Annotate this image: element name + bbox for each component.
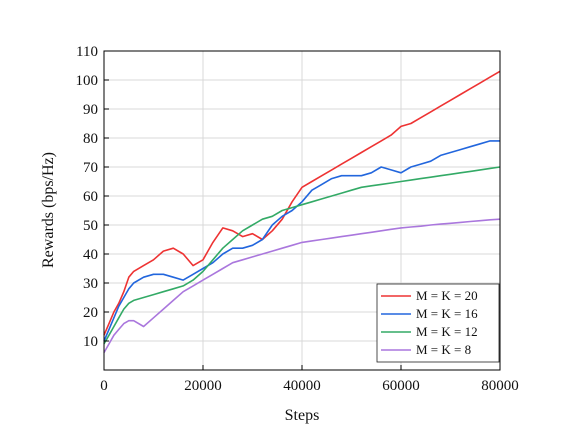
axis-ticks: 0 20000 40000 60000 80000 10 20 30 40 50 60 70 80 90 1…: [76, 44, 519, 394]
y-tick-label: 30: [83, 276, 98, 292]
y-tick-label: 20: [83, 305, 98, 321]
series-line-0: [103, 70, 501, 336]
legend-entry: M = K = 20: [416, 288, 478, 303]
y-tick-label: 70: [83, 160, 98, 176]
series-line-2: [103, 166, 501, 345]
y-tick-label: 60: [83, 189, 98, 205]
legend-entry: M = K = 16: [416, 306, 478, 321]
x-tick-label: 80000: [481, 378, 519, 394]
y-tick-label: 10: [83, 334, 98, 350]
y-tick-label: 40: [83, 247, 98, 263]
series-line-3: [103, 218, 501, 353]
y-tick-label: 90: [83, 102, 98, 118]
legend: M = K = 20 M = K = 16 M = K = 12 M = K = 8: [376, 283, 500, 363]
series-lines: [103, 70, 501, 353]
x-tick-label: 20000: [184, 378, 222, 394]
y-tick-label: 50: [83, 218, 98, 234]
y-axis-label: Rewards (bps/Hz): [40, 152, 57, 268]
legend-entry: M = K = 12: [416, 324, 478, 339]
y-tick-label: 100: [76, 73, 99, 89]
x-tick-label: 60000: [382, 378, 420, 394]
legend-box: [376, 283, 500, 363]
x-axis-label: Steps: [285, 407, 320, 424]
legend-entry: M = K = 8: [416, 342, 471, 357]
x-tick-label: 0: [100, 378, 108, 394]
series-line-1: [103, 140, 500, 342]
y-tick-label: 110: [76, 44, 98, 60]
x-tick-label: 40000: [283, 378, 321, 394]
y-tick-label: 80: [83, 131, 98, 147]
